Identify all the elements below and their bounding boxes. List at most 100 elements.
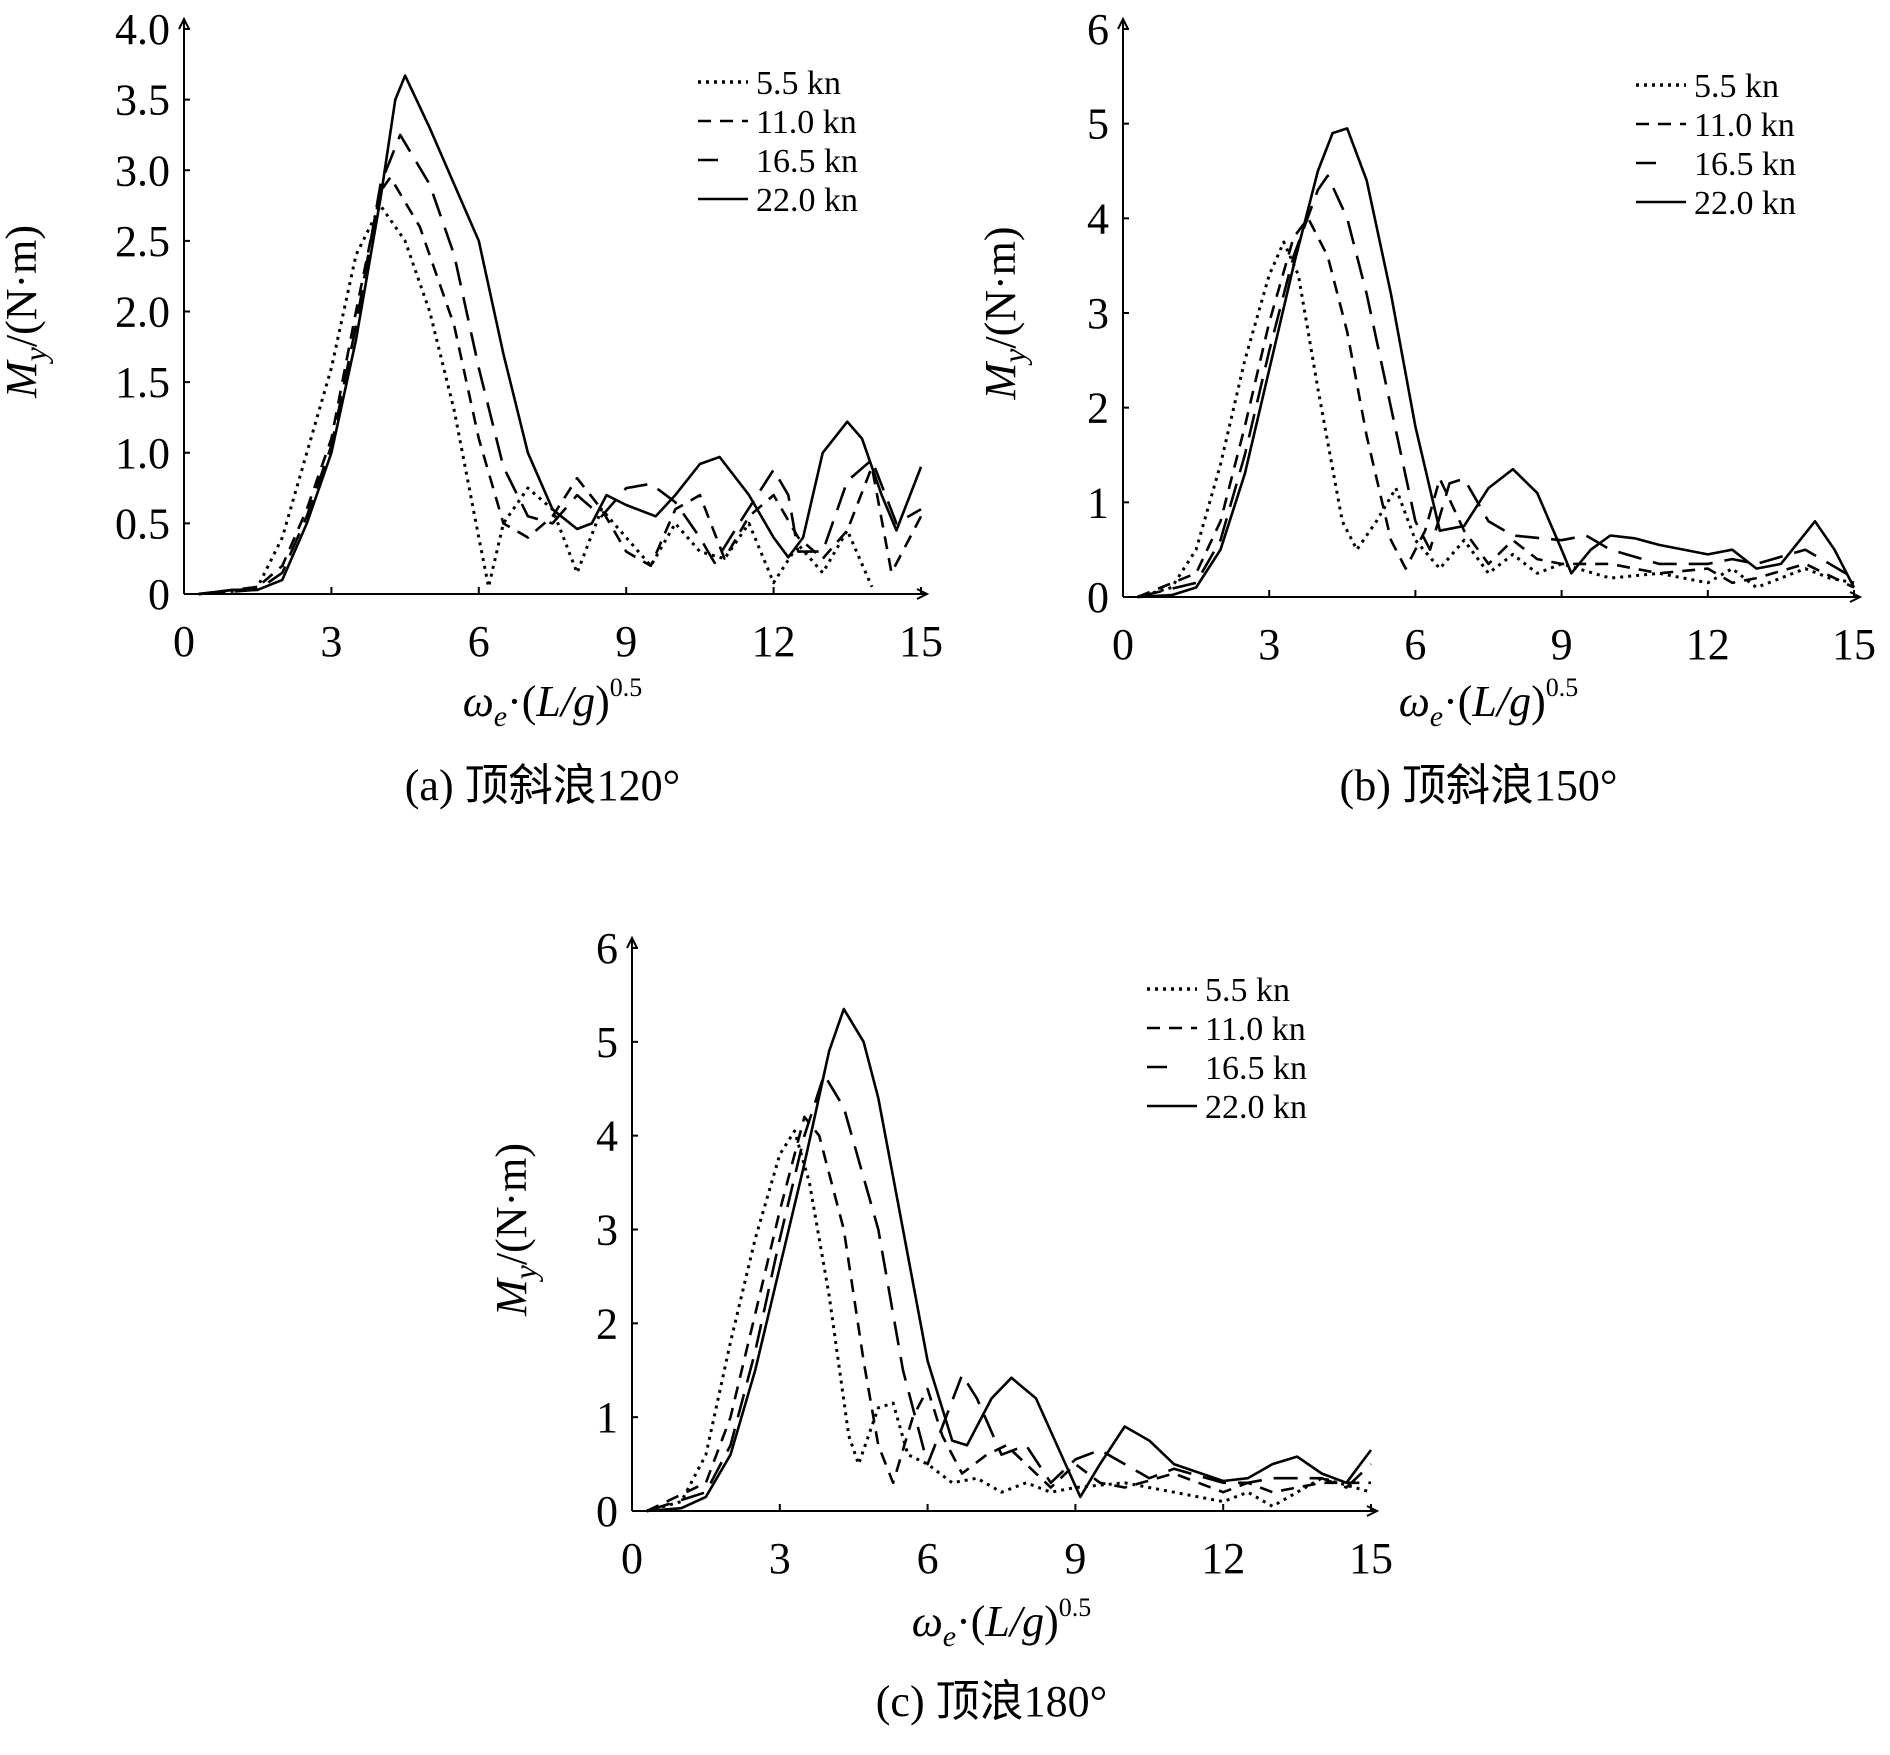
y-tick-label: 2.0 (115, 288, 170, 337)
series-line-110 (1137, 217, 1855, 599)
y-axis-label: My/(N·m) (487, 1143, 543, 1317)
legend-label: 11.0 kn (1205, 1011, 1306, 1048)
series-line-220 (646, 1007, 1373, 1513)
legend-label: 5.5 kn (756, 65, 841, 102)
x-tick-label: 9 (615, 617, 637, 666)
legend-label: 16.5 kn (1694, 146, 1796, 183)
x-tick-label: 0 (621, 1534, 643, 1583)
y-tick-label: 0 (596, 1487, 618, 1536)
y-tick-label: 0 (148, 570, 170, 619)
x-tick-label: 3 (320, 617, 342, 666)
x-axis-label: ωe·(L/g)0.5 (1399, 673, 1579, 733)
y-tick-label: 1.5 (115, 358, 170, 407)
legend-label: 22.0 kn (1694, 185, 1796, 222)
series-line-55 (646, 1129, 1372, 1513)
x-tick-label: 15 (899, 617, 943, 666)
legend-label: 11.0 kn (1694, 107, 1795, 144)
x-label-subscript: e (943, 1620, 956, 1653)
x-label-symbol: ω (912, 1597, 943, 1646)
series-line-55 (1137, 240, 1855, 599)
y-tick-label: 1.0 (115, 429, 170, 478)
y-axis-arrow (1117, 16, 1129, 30)
panel-caption: (a) 顶斜浪120° (405, 761, 680, 810)
x-tick-label: 3 (769, 1534, 791, 1583)
y-tick-label: 4.0 (115, 5, 170, 54)
y-tick-label: 6 (596, 924, 618, 973)
y-label-unit: /(N·m) (976, 226, 1025, 348)
x-label-exponent: 0.5 (610, 673, 643, 702)
legend-label: 11.0 kn (756, 104, 857, 141)
y-tick-label: 1 (1087, 478, 1109, 527)
y-label-unit: /(N·m) (487, 1143, 536, 1265)
x-tick-label: 12 (752, 617, 796, 666)
y-tick-label: 4 (596, 1112, 618, 1161)
y-axis-label: My/(N·m) (0, 225, 53, 399)
x-label-symbol: ω (463, 677, 494, 726)
x-label-subscript: e (494, 700, 507, 733)
y-tick-label: 5 (596, 1018, 618, 1067)
series-line-220 (1137, 127, 1856, 599)
y-tick-label: 3.0 (115, 146, 170, 195)
panel-caption: (b) 顶斜浪150° (1340, 761, 1618, 810)
x-tick-label: 6 (917, 1534, 939, 1583)
y-label-subscript: y (507, 1264, 543, 1282)
y-tick-label: 6 (1087, 5, 1109, 54)
y-tick-label: 3 (596, 1206, 618, 1255)
chart-panel-0: 00.51.01.52.02.53.03.54.00 3 6 9 12 155.5 kn1… (0, 5, 943, 810)
y-label-subscript: y (996, 348, 1032, 366)
legend-label: 5.5 kn (1205, 972, 1290, 1009)
series-line-220 (198, 74, 923, 596)
x-label-close: ) (1531, 677, 1546, 726)
y-tick-label: 3.5 (115, 76, 170, 125)
y-tick-label: 4 (1087, 194, 1109, 243)
y-label-unit: /(N·m) (0, 225, 46, 347)
x-tick-label: 0 (173, 617, 195, 666)
y-axis-arrow (178, 16, 190, 30)
x-tick-label: 12 (1201, 1534, 1245, 1583)
legend-label: 16.5 kn (1205, 1050, 1307, 1087)
x-tick-label: 9 (1551, 620, 1573, 669)
series-line-110 (198, 176, 923, 596)
series-line-165 (646, 1073, 1372, 1513)
y-label-symbol: M (0, 359, 46, 399)
y-axis-arrow (626, 935, 638, 949)
y-tick-label: 3 (1087, 289, 1109, 338)
legend-label: 22.0 kn (1205, 1089, 1307, 1126)
x-tick-label: 9 (1064, 1534, 1086, 1583)
x-tick-label: 6 (468, 617, 490, 666)
legend-label: 16.5 kn (756, 143, 858, 180)
x-label-close: ) (1044, 1597, 1059, 1646)
x-label-exponent: 0.5 (1059, 1593, 1092, 1622)
x-axis-label: ωe·(L/g)0.5 (463, 673, 643, 733)
x-axis-label: ωe·(L/g)0.5 (912, 1593, 1092, 1653)
y-tick-label: 0.5 (115, 499, 170, 548)
panel-caption: (c) 顶浪180° (876, 1677, 1107, 1726)
legend-label: 22.0 kn (756, 182, 858, 219)
x-tick-label: 0 (1112, 620, 1134, 669)
x-label-exponent: 0.5 (1546, 673, 1579, 702)
x-label-dot: ·( (956, 1597, 985, 1646)
x-label-dot: ·( (1443, 677, 1472, 726)
y-axis-label: My/(N·m) (976, 226, 1032, 400)
y-tick-label: 2 (596, 1299, 618, 1348)
y-tick-label: 1 (596, 1393, 618, 1442)
y-label-symbol: M (487, 1277, 536, 1317)
y-tick-label: 2.5 (115, 217, 170, 266)
series-line-55 (198, 204, 874, 596)
x-label-var: L/g (535, 677, 595, 726)
x-label-var: L/g (1471, 677, 1531, 726)
x-tick-label: 3 (1258, 620, 1280, 669)
x-label-dot: ·( (507, 677, 536, 726)
x-tick-label: 15 (1349, 1534, 1393, 1583)
x-label-close: ) (595, 677, 610, 726)
y-tick-label: 0 (1087, 573, 1109, 622)
series-line-165 (1137, 174, 1855, 599)
legend-label: 5.5 kn (1694, 68, 1779, 105)
series-line-110 (646, 1115, 1371, 1513)
y-label-symbol: M (976, 361, 1025, 401)
x-label-var: L/g (984, 1597, 1044, 1646)
x-tick-label: 15 (1832, 620, 1876, 669)
